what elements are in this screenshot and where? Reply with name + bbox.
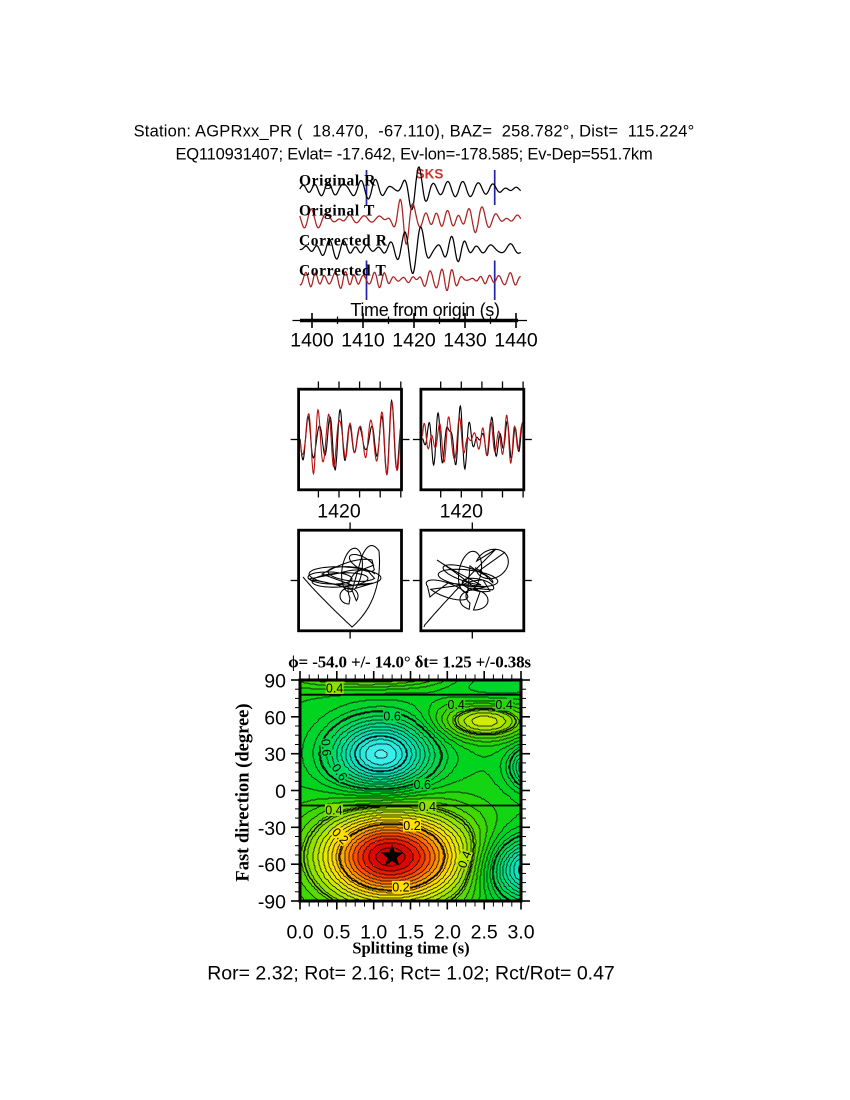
svg-text:0.5: 0.5 [323, 922, 350, 944]
svg-text:1440: 1440 [494, 330, 538, 352]
svg-text:1430: 1430 [443, 330, 487, 352]
svg-text:Splitting time (s): Splitting time (s) [352, 939, 469, 958]
svg-text:Station: AGPRxx_PR ( 18.470,: Station: AGPRxx_PR ( 18.470, -67.110), B… [134, 123, 695, 141]
svg-text:0.6: 0.6 [318, 738, 333, 757]
svg-text:30: 30 [264, 744, 286, 766]
svg-text:ϕ= -54.0 +/- 14.0° δt= 1.25 +/: ϕ= -54.0 +/- 14.0° δt= 1.25 +/-0.38s [288, 653, 531, 672]
svg-text:1420: 1420 [392, 330, 436, 352]
svg-text:0.4: 0.4 [325, 804, 342, 818]
svg-text:90: 90 [264, 671, 286, 693]
svg-text:Time from origin (s): Time from origin (s) [350, 300, 499, 320]
svg-text:0.4: 0.4 [495, 698, 512, 712]
svg-text:0: 0 [275, 781, 286, 803]
svg-text:0.2: 0.2 [392, 880, 409, 894]
svg-text:-60: -60 [258, 855, 286, 877]
svg-text:1420: 1420 [317, 501, 361, 523]
svg-text:0.4: 0.4 [419, 800, 436, 814]
svg-text:0.2: 0.2 [403, 819, 420, 833]
svg-text:Fast direction (degree): Fast direction (degree) [234, 703, 254, 881]
svg-text:3.0: 3.0 [507, 922, 534, 944]
svg-text:1.0: 1.0 [360, 922, 387, 944]
svg-text:Corrected R: Corrected R [299, 233, 388, 250]
svg-text:0.6: 0.6 [414, 778, 431, 792]
svg-text:1420: 1420 [440, 501, 484, 523]
svg-text:0.4: 0.4 [455, 849, 474, 870]
svg-text:0.4: 0.4 [326, 682, 343, 696]
svg-text:1410: 1410 [341, 330, 385, 352]
svg-text:-90: -90 [258, 892, 286, 914]
svg-text:1400: 1400 [290, 330, 334, 352]
svg-text:Original T: Original T [299, 203, 375, 220]
svg-text:Corrected T: Corrected T [299, 263, 386, 280]
svg-text:Original R: Original R [299, 173, 376, 190]
svg-text:0.4: 0.4 [448, 698, 465, 712]
svg-text:2.0: 2.0 [434, 922, 461, 944]
svg-text:1.5: 1.5 [397, 922, 424, 944]
svg-text:SKS: SKS [416, 167, 444, 182]
svg-text:2.5: 2.5 [471, 922, 498, 944]
svg-text:60: 60 [264, 707, 286, 729]
svg-text:-30: -30 [258, 818, 286, 840]
svg-text:0.0: 0.0 [286, 922, 313, 944]
svg-text:EQ110931407; Evlat= -17.642, E: EQ110931407; Evlat= -17.642, Ev-lon=-178… [175, 146, 652, 164]
svg-text:0.6: 0.6 [383, 710, 400, 724]
svg-text:Ror= 2.32; Rot= 2.16; Rct= 1.0: Ror= 2.32; Rot= 2.16; Rct= 1.02; Rct/Rot… [207, 963, 615, 985]
